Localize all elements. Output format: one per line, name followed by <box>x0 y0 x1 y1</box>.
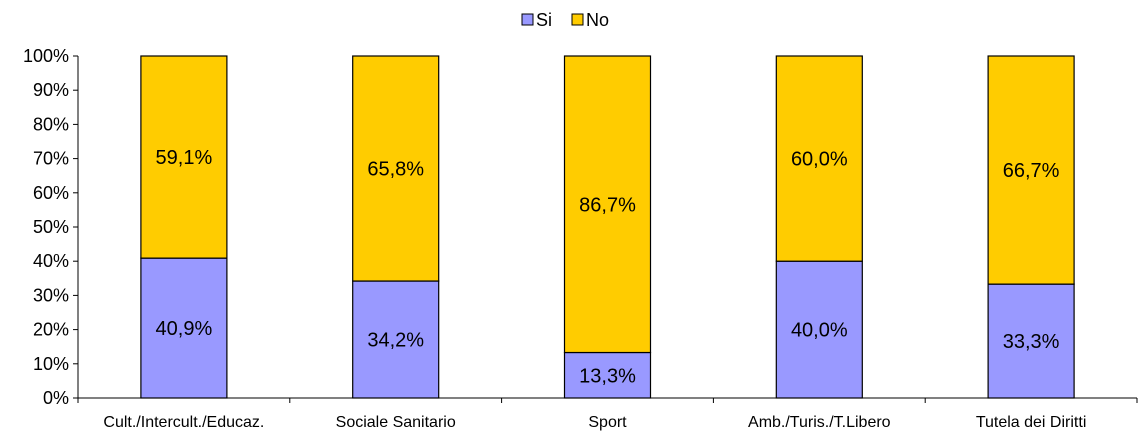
data-label: 59,1% <box>156 147 213 169</box>
data-label: 86,7% <box>579 194 636 216</box>
bars-layer: 40,9% 59,1% 34,2% 65,8% 13,3% 86,7% 40,0% 60,0%… <box>140 55 1075 399</box>
bar-segment-no <box>140 55 228 259</box>
bar-segment-si <box>140 257 228 399</box>
category-label: Cult./Intercult./Educaz. <box>103 414 264 431</box>
legend-swatch-si <box>521 13 534 26</box>
category-label: Sport <box>588 414 627 431</box>
bar-segment-no <box>563 55 652 354</box>
bar-segment-no <box>352 55 440 282</box>
y-tick-label: 60% <box>33 183 69 203</box>
y-tick-label: 90% <box>33 80 69 100</box>
y-axis: 0% 10% 20% 30% 40% 50% 60% 70% 80% 90% 100% <box>23 46 79 408</box>
data-label: 13,3% <box>579 365 636 387</box>
data-label: 60,0% <box>791 149 848 171</box>
y-tick-label: 50% <box>33 217 69 237</box>
bar-segment-no <box>775 55 863 262</box>
bar-segment-si <box>775 260 863 399</box>
data-label: 33,3% <box>1003 331 1060 353</box>
y-tick-label: 40% <box>33 251 69 271</box>
bar-segment-no <box>987 55 1075 285</box>
data-label: 40,0% <box>791 320 848 342</box>
y-tick-label: 20% <box>33 320 69 340</box>
category-label: Amb./Turis./T.Libero <box>748 414 891 431</box>
y-tick-label: 10% <box>33 354 69 374</box>
legend-swatch-no <box>571 13 584 26</box>
y-tick-label: 0% <box>43 388 69 408</box>
y-tick-label: 80% <box>33 114 69 134</box>
legend-label-si: Si <box>536 10 552 30</box>
data-label: 34,2% <box>367 330 424 352</box>
y-tick-label: 100% <box>23 46 69 66</box>
data-label: 66,7% <box>1003 160 1060 182</box>
data-label: 40,9% <box>156 318 213 340</box>
chart-legend: Si No <box>521 10 609 30</box>
x-axis: Cult./Intercult./Educaz. Sociale Sanitari… <box>77 397 1138 431</box>
category-label: Tutela dei Diritti <box>976 414 1087 431</box>
y-tick-label: 70% <box>33 149 69 169</box>
legend-label-no: No <box>586 10 609 30</box>
data-label: 65,8% <box>367 159 424 181</box>
category-label: Sociale Sanitario <box>336 414 456 431</box>
y-tick-label: 30% <box>33 285 69 305</box>
